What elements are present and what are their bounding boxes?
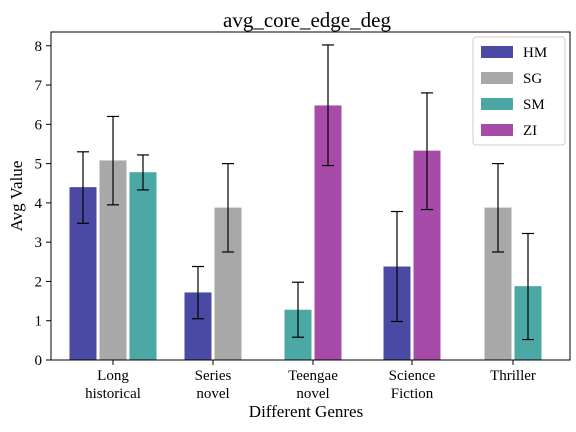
chart-title: avg_core_edge_deg [223, 8, 391, 32]
y-axis: 0 1 2 3 4 5 6 7 8 [35, 39, 51, 369]
legend-swatch-hm [481, 46, 513, 58]
y-tick-label: 4 [35, 196, 43, 212]
y-tick-label: 1 [35, 314, 43, 330]
legend-label-sm: SM [523, 97, 545, 113]
y-axis-title: Avg Value [7, 161, 26, 232]
legend-label-hm: HM [523, 45, 547, 61]
x-tick-label-line: novel [296, 386, 329, 402]
y-tick-label: 5 [35, 157, 43, 173]
y-tick-label: 6 [35, 117, 43, 133]
x-tick-label-line: Fiction [391, 386, 434, 402]
legend-swatch-zi [481, 124, 513, 136]
legend-swatch-sm [481, 98, 513, 110]
x-axis: Long historical Series novel Teengae novel Sci… [85, 360, 536, 402]
legend-box [472, 36, 566, 146]
legend-swatch-sg [481, 72, 513, 84]
plot-frame [50, 31, 571, 361]
error-bars-layer [77, 44, 534, 341]
y-tick-label: 3 [35, 235, 43, 251]
legend-label-sg: SG [523, 71, 542, 87]
x-tick-label-line: Thriller [490, 368, 536, 384]
y-tick-label: 7 [35, 78, 43, 94]
bars-layer [69, 105, 542, 361]
x-tick-label: Science Fiction [389, 368, 436, 402]
x-tick-label-line: Science [389, 368, 436, 384]
legend-label-zi: ZI [523, 123, 537, 139]
y-tick-label: 0 [35, 353, 43, 369]
y-tick-label: 8 [35, 39, 43, 55]
x-tick-label: Thriller [490, 368, 536, 384]
y-tick-label: 2 [35, 274, 43, 290]
x-tick-label-line: novel [196, 386, 229, 402]
bar-sm-0 [129, 172, 157, 360]
x-axis-title: Different Genres [249, 402, 363, 421]
x-tick-label: Teengae novel [288, 368, 338, 402]
x-tick-label: Series novel [195, 368, 232, 402]
x-tick-label: Long historical [85, 368, 141, 402]
x-tick-label-line: Series [195, 368, 232, 384]
legend: HM SG SM ZI [472, 36, 566, 146]
x-tick-label-line: historical [85, 386, 141, 402]
x-tick-label-line: Long [97, 368, 129, 384]
x-tick-label-line: Teengae [288, 368, 338, 384]
